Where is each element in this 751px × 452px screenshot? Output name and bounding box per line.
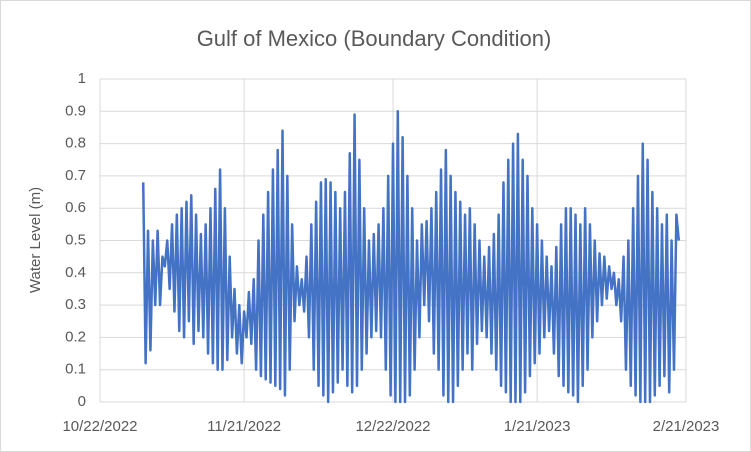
y-tick-label: 1 (78, 70, 86, 87)
y-tick-label: 0.1 (65, 361, 86, 378)
y-tick-label: 0.9 (65, 102, 86, 119)
x-tick-label: 1/21/2023 (504, 418, 571, 435)
y-tick-label: 0.4 (65, 264, 86, 281)
y-tick-label: 0.7 (65, 167, 86, 184)
y-tick-label: 0.3 (65, 296, 86, 313)
y-tick-label: 0.2 (65, 328, 86, 345)
y-tick-label: 0.5 (65, 231, 86, 248)
y-axis-label: Water Level (m) (27, 187, 44, 293)
chart-title: Gulf of Mexico (Boundary Condition) (197, 26, 552, 51)
x-tick-label: 11/21/2022 (207, 418, 281, 435)
y-tick-label: 0.8 (65, 135, 86, 152)
y-tick-label: 0 (78, 393, 86, 410)
y-tick-label: 0.6 (65, 199, 86, 216)
x-tick-label: 2/21/2023 (653, 418, 720, 435)
x-tick-label: 10/22/2022 (62, 418, 137, 435)
x-tick-label: 12/22/2022 (355, 418, 430, 435)
data-line (141, 110, 681, 404)
